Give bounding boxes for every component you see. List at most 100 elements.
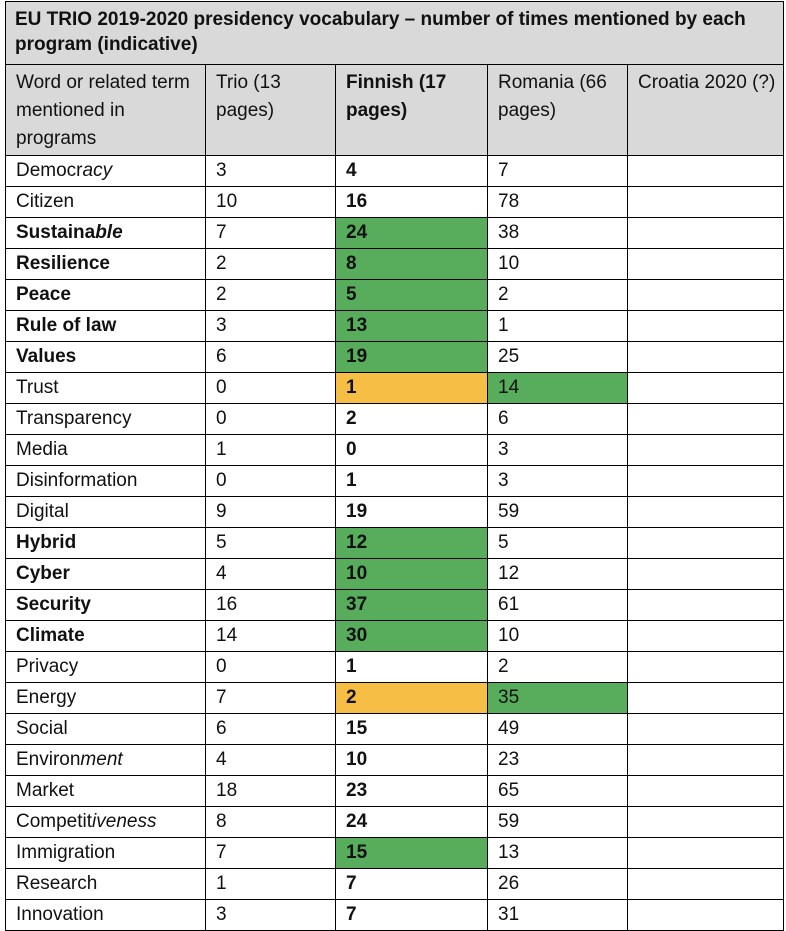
finnish-count-cell: 13: [336, 311, 488, 342]
term-text: Peace: [16, 284, 71, 305]
finnish-count-cell: 1: [336, 373, 488, 404]
term-cell: Energy: [6, 683, 206, 714]
finnish-count-cell: 2: [336, 404, 488, 435]
term-cell: Values: [6, 342, 206, 373]
trio-count-cell: 3: [206, 156, 336, 187]
trio-count-cell: 2: [206, 280, 336, 311]
croatia-count-cell: [628, 869, 784, 900]
croatia-count-cell: [628, 497, 784, 528]
romania-count-cell: 5: [488, 528, 628, 559]
trio-count-cell: 9: [206, 497, 336, 528]
column-header: Romania (66 pages): [488, 65, 628, 156]
romania-count-cell: 10: [488, 249, 628, 280]
term-text: Immigration: [16, 842, 115, 863]
croatia-count-cell: [628, 652, 784, 683]
table-row: Disinformation013: [6, 466, 784, 497]
croatia-count-cell: [628, 838, 784, 869]
term-text: Market: [16, 780, 74, 801]
finnish-count-cell: 1: [336, 652, 488, 683]
croatia-count-cell: [628, 776, 784, 807]
romania-count-cell: 3: [488, 435, 628, 466]
trio-count-cell: 3: [206, 311, 336, 342]
table-row: Immigration71513: [6, 838, 784, 869]
trio-count-cell: 3: [206, 900, 336, 931]
croatia-count-cell: [628, 342, 784, 373]
finnish-count-cell: 4: [336, 156, 488, 187]
romania-count-cell: 26: [488, 869, 628, 900]
croatia-count-cell: [628, 559, 784, 590]
trio-count-cell: 0: [206, 373, 336, 404]
term-cell: Climate: [6, 621, 206, 652]
term-text: Security: [16, 594, 91, 615]
croatia-count-cell: [628, 590, 784, 621]
table-row: Climate143010: [6, 621, 784, 652]
trio-count-cell: 8: [206, 807, 336, 838]
term-cell: Transparency: [6, 404, 206, 435]
finnish-count-cell: 7: [336, 900, 488, 931]
croatia-count-cell: [628, 156, 784, 187]
term-italic-suffix: acy: [83, 160, 113, 181]
header-row: Word or related term mentioned in progra…: [6, 65, 784, 156]
term-cell: Research: [6, 869, 206, 900]
term-text: Sustaina: [16, 222, 95, 243]
term-cell: Security: [6, 590, 206, 621]
finnish-count-cell: 2: [336, 683, 488, 714]
finnish-count-cell: 7: [336, 869, 488, 900]
croatia-count-cell: [628, 187, 784, 218]
romania-count-cell: 14: [488, 373, 628, 404]
table-row: Security163761: [6, 590, 784, 621]
romania-count-cell: 2: [488, 652, 628, 683]
term-text: Digital: [16, 501, 69, 522]
finnish-count-cell: 30: [336, 621, 488, 652]
trio-count-cell: 7: [206, 838, 336, 869]
term-text: Research: [16, 873, 97, 894]
finnish-count-cell: 12: [336, 528, 488, 559]
table-row: Transparency026: [6, 404, 784, 435]
croatia-count-cell: [628, 714, 784, 745]
term-italic-suffix: iveness: [92, 811, 156, 832]
table-row: Digital91959: [6, 497, 784, 528]
term-italic-suffix: ment: [80, 749, 122, 770]
term-cell: Sustainable: [6, 218, 206, 249]
table-row: Values61925: [6, 342, 784, 373]
table-row: Democracy347: [6, 156, 784, 187]
term-cell: Rule of law: [6, 311, 206, 342]
romania-count-cell: 38: [488, 218, 628, 249]
romania-count-cell: 12: [488, 559, 628, 590]
column-header: Croatia 2020 (?): [628, 65, 784, 156]
table-row: Hybrid5125: [6, 528, 784, 559]
croatia-count-cell: [628, 900, 784, 931]
romania-count-cell: 59: [488, 497, 628, 528]
finnish-count-cell: 5: [336, 280, 488, 311]
term-text: Transparency: [16, 408, 131, 429]
trio-count-cell: 6: [206, 714, 336, 745]
croatia-count-cell: [628, 280, 784, 311]
croatia-count-cell: [628, 373, 784, 404]
trio-count-cell: 0: [206, 466, 336, 497]
romania-count-cell: 13: [488, 838, 628, 869]
romania-count-cell: 25: [488, 342, 628, 373]
trio-count-cell: 14: [206, 621, 336, 652]
trio-count-cell: 10: [206, 187, 336, 218]
term-text: Citizen: [16, 191, 74, 212]
finnish-count-cell: 10: [336, 559, 488, 590]
romania-count-cell: 31: [488, 900, 628, 931]
croatia-count-cell: [628, 404, 784, 435]
table-row: Energy7235: [6, 683, 784, 714]
term-text: Values: [16, 346, 76, 367]
table-row: Trust0114: [6, 373, 784, 404]
column-header: Word or related term mentioned in progra…: [6, 65, 206, 156]
vocabulary-table: EU TRIO 2019-2020 presidency vocabulary …: [5, 1, 784, 931]
croatia-count-cell: [628, 683, 784, 714]
table-row: Sustainable72438: [6, 218, 784, 249]
term-cell: Disinformation: [6, 466, 206, 497]
term-cell: Resilience: [6, 249, 206, 280]
finnish-count-cell: 24: [336, 218, 488, 249]
term-cell: Citizen: [6, 187, 206, 218]
table-row: Privacy012: [6, 652, 784, 683]
term-text: Energy: [16, 687, 76, 708]
table-row: Peace252: [6, 280, 784, 311]
finnish-count-cell: 16: [336, 187, 488, 218]
trio-count-cell: 16: [206, 590, 336, 621]
romania-count-cell: 3: [488, 466, 628, 497]
